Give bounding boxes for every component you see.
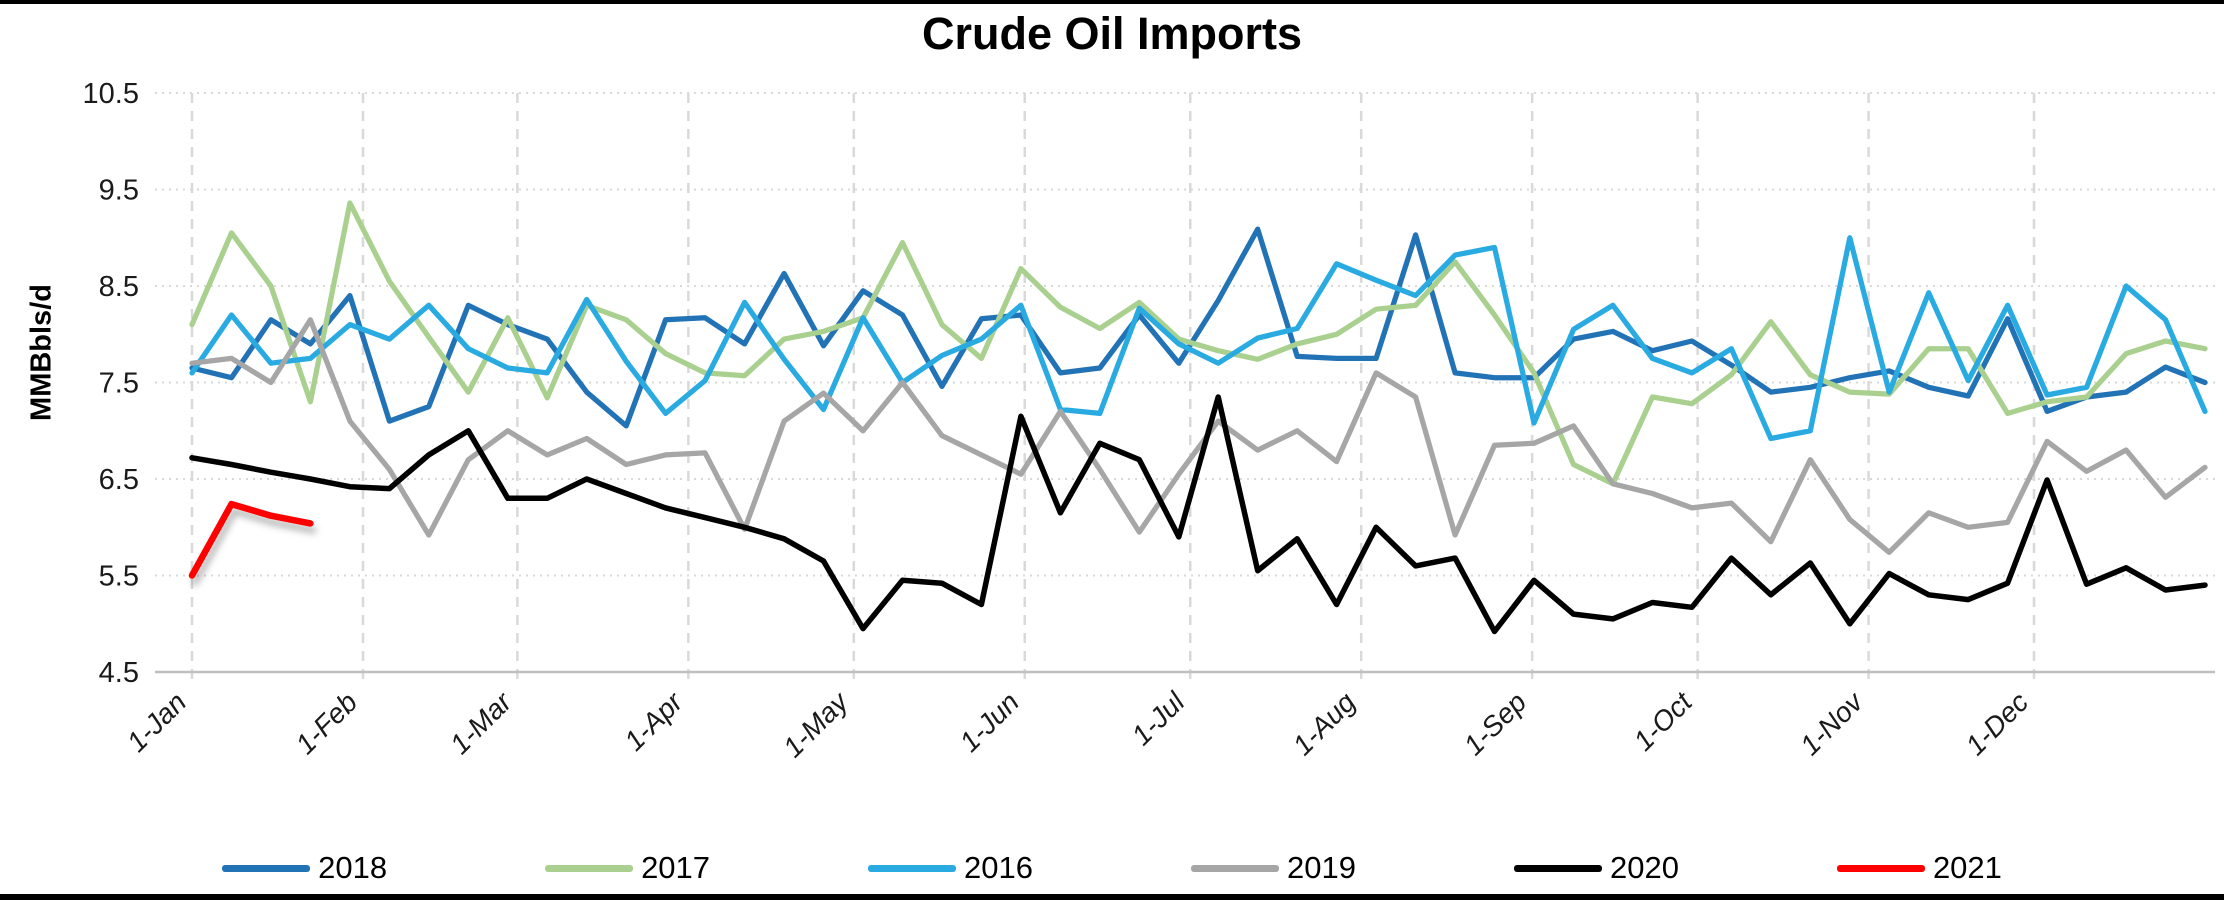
legend-item-2019: 2019 [1191,850,1356,886]
y-tick-labels: 10.5 9.5 8.5 7.5 6.5 5.5 4.5 [83,78,139,689]
series-line-2020 [189,394,2208,635]
x-tick-label: 1-Oct [1628,685,1699,756]
legend-label: 2021 [1932,850,2002,885]
y-tick-label: 10.5 [83,78,139,110]
legend-item-2020: 2020 [1513,850,1679,886]
legend-item-2021: 2021 [1836,850,2002,886]
x-tick-label: 1-Jun [954,686,1025,757]
x-tick-label: 1-Apr [618,685,690,757]
legend-label: 2020 [1609,850,1679,885]
x-tick-label: 1-Jul [1126,686,1191,751]
x-tick-labels: 1-Jan 1-Feb 1-Mar 1-Apr 1-May 1-Jun 1-Jul 1-Aug… [121,685,2034,763]
y-tick-label: 6.5 [99,464,139,496]
x-tick-label: 1-Sep [1458,686,1533,761]
y-tick-label: 8.5 [99,271,139,303]
bottom-border-line [0,894,2224,900]
legend-swatch-2016 [868,864,957,872]
legend-label: 2018 [318,850,388,885]
x-tick-label: 1-Nov [1794,685,1870,761]
series-line-2019 [189,317,2208,555]
legend-item-2017: 2017 [545,850,710,886]
legend-item-2018: 2018 [222,850,387,886]
y-tick-label: 9.5 [99,175,139,207]
legend-swatch-2019 [1191,864,1279,872]
x-tick-label: 1-Aug [1287,686,1362,761]
legend-swatch-2018 [222,864,311,872]
y-tick-label: 5.5 [99,561,139,593]
x-tick-label: 1-Mar [444,685,519,760]
top-border-line [0,0,2224,4]
series-line-2017 [189,200,2208,487]
legend-label: 2019 [1287,850,1356,885]
legend-item-2016: 2016 [868,850,1033,886]
legend-swatch-2021 [1836,864,1925,872]
x-tick-label: 1-May [777,685,855,763]
horizontal-gridlines [155,92,2215,577]
legend-swatch-2017 [545,864,634,872]
y-tick-label: 7.5 [99,368,139,400]
y-tick-label: 4.5 [99,657,139,689]
chart-title: Crude Oil Imports [921,8,1303,59]
legend-label: 2016 [964,850,1033,885]
chart-legend: 2018 2017 2016 2019 2020 2021 [0,846,2224,890]
legend-label: 2017 [641,850,711,885]
legend-swatch-2020 [1513,864,1602,872]
series-line-2018 [189,226,2208,429]
x-tick-label: 1-Dec [1960,686,2035,761]
x-tick-label: 1-Feb [290,686,364,760]
series-lines [188,200,2208,635]
series-line-2016 [189,235,2208,442]
series-line-2021 [188,500,314,579]
x-tick-label: 1-Jan [121,686,192,757]
